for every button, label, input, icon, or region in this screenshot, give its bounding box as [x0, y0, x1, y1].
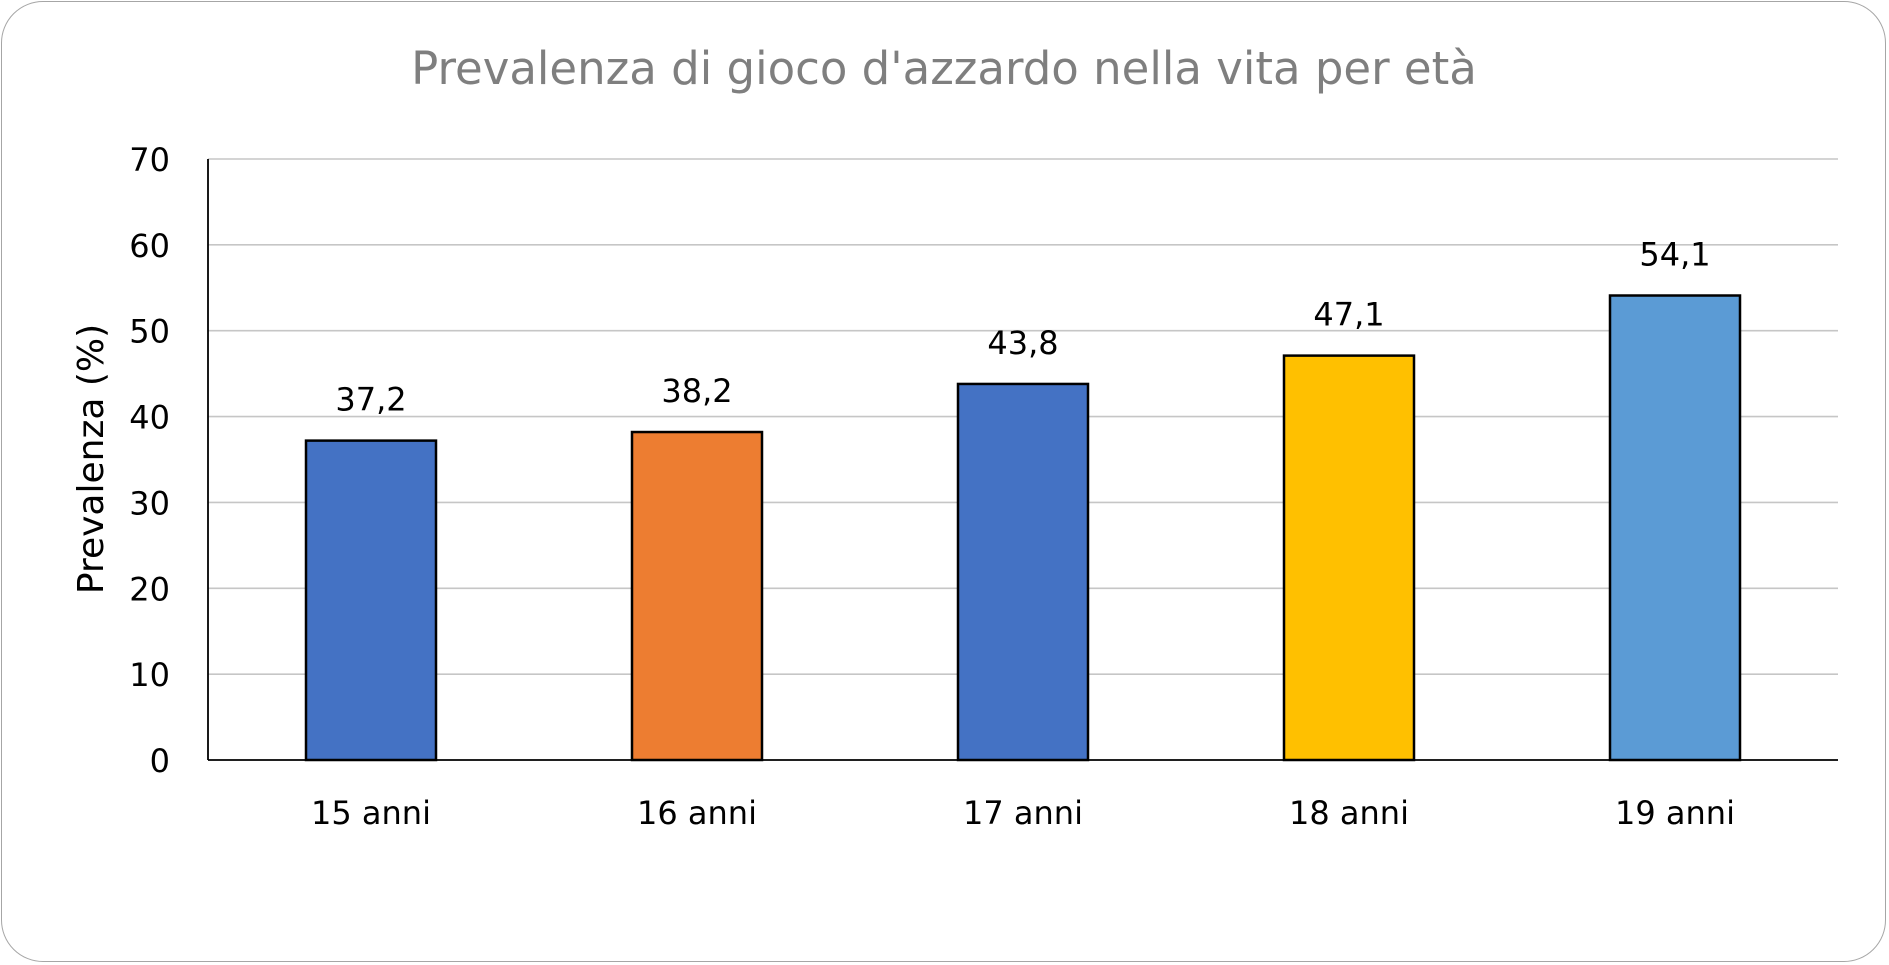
x-category-label: 15 anni [311, 794, 431, 832]
data-label: 47,1 [1313, 296, 1384, 334]
bar [630, 430, 764, 762]
data-label: 43,8 [987, 324, 1058, 362]
chart-title: Prevalenza di gioco d'azzardo nella vita… [411, 42, 1477, 95]
y-tick-label: 30 [129, 484, 170, 522]
y-tick-label: 60 [129, 227, 170, 265]
bar [1608, 294, 1742, 762]
data-label: 38,2 [661, 372, 732, 410]
y-tick-label: 70 [129, 141, 170, 179]
y-tick-label: 40 [129, 399, 170, 437]
x-category-label: 17 anni [963, 794, 1083, 832]
y-tick-label: 50 [129, 313, 170, 351]
gridlines [208, 158, 1838, 675]
data-label: 54,1 [1639, 236, 1710, 274]
y-tick-label: 10 [129, 656, 170, 694]
x-category-label: 18 anni [1289, 794, 1409, 832]
y-axis-ticks: 0 10 20 30 40 50 60 70 [129, 141, 170, 780]
y-axis-title: Prevalenza (%) [71, 324, 112, 594]
x-axis-categories: 15 anni 16 anni 17 anni 18 anni 19 anni [311, 794, 1735, 832]
bar [304, 439, 438, 762]
data-labels: 37,2 38,2 43,8 47,1 54,1 [335, 236, 1710, 419]
bar [1282, 354, 1416, 762]
y-tick-label: 0 [150, 742, 170, 780]
data-label: 37,2 [335, 381, 406, 419]
bars [304, 294, 1742, 762]
x-category-label: 16 anni [637, 794, 757, 832]
bar [956, 382, 1090, 762]
x-category-label: 19 anni [1615, 794, 1735, 832]
y-tick-label: 20 [129, 570, 170, 608]
